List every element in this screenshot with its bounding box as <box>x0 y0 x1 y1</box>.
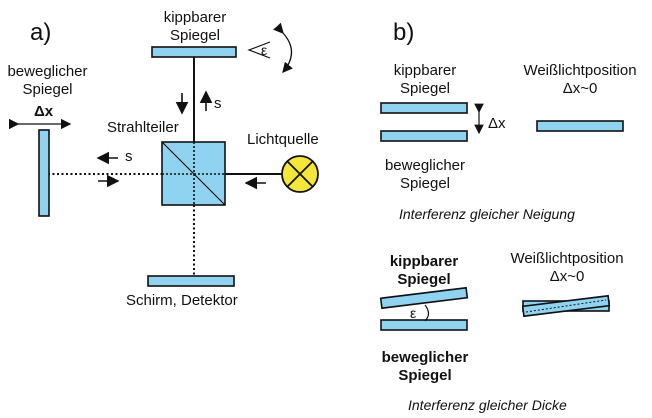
screen-label: Schirm, Detektor <box>126 292 238 309</box>
light-source-label: Lichtquelle <box>247 131 319 148</box>
b-bottom-white-light-line2: Δx~0 <box>549 268 585 285</box>
b-top-delta-x-label: Δx <box>488 115 506 132</box>
lamp-cross-2 <box>286 160 314 188</box>
b-bottom-caption: Interferenz gleicher Dicke <box>408 397 567 413</box>
b-bottom-tilt-mirror-line2: Spiegel <box>397 271 451 288</box>
b-bottom-movable-mirror-line1: beweglicher <box>381 349 469 366</box>
b-top-tilt-mirror-line1: kippbarer <box>393 62 457 79</box>
s-vertical-label: s <box>214 95 222 112</box>
epsilon-label: ε <box>261 42 268 58</box>
angle-icon <box>247 41 271 59</box>
tilt-mirror-label: kippbarer Spiegel <box>140 9 250 45</box>
beamsplitter-label: Strahlteiler <box>107 119 179 136</box>
b-bottom-movable-mirror <box>380 319 468 331</box>
b-bottom-white-light-label: Weißlichtposition Δx~0 <box>498 250 636 286</box>
b-top-movable-mirror-line2: Spiegel <box>399 175 451 192</box>
movable-mirror-label-line2: Spiegel <box>22 81 73 98</box>
screen-detector <box>147 275 235 287</box>
b-top-white-light-mirror <box>536 120 624 132</box>
b-top-white-light-line1: Weißlichtposition <box>523 62 637 79</box>
b-top-tilt-mirror-label: kippbarer Spiegel <box>373 62 477 98</box>
movable-mirror-label-line1: beweglicher <box>7 63 88 80</box>
b-top-caption: Interferenz gleicher Neigung <box>399 206 575 222</box>
b-bottom-angle-arc <box>424 304 430 322</box>
tilt-arc-arrow <box>273 22 293 73</box>
b-bottom-tilt-mirror-label: kippbarer Spiegel <box>371 253 477 289</box>
b-top-movable-mirror-line1: beweglicher <box>384 157 466 174</box>
b-bottom-crossing-dash <box>525 299 607 313</box>
beamsplitter-diagonal <box>161 141 226 206</box>
b-bottom-white-light-line1: Weißlichtposition <box>510 250 624 267</box>
movable-mirror <box>38 129 50 217</box>
b-top-white-light-line2: Δx~0 <box>562 80 598 97</box>
delta-x-label: Δx <box>34 103 54 120</box>
b-top-movable-mirror <box>380 130 468 142</box>
b-bottom-tilt-mirror <box>379 286 469 310</box>
b-bottom-movable-mirror-line2: Spiegel <box>398 367 452 384</box>
movable-mirror-label: beweglicher Spiegel <box>0 63 95 99</box>
b-top-tilt-mirror <box>380 102 468 114</box>
b-bottom-epsilon-label: ε <box>410 305 417 321</box>
b-top-tilt-mirror-line2: Spiegel <box>399 80 451 97</box>
panel-b-letter: b) <box>393 19 415 46</box>
b-bottom-movable-mirror-label: beweglicher Spiegel <box>366 349 484 385</box>
tilt-mirror-label-line1: kippbarer <box>163 9 227 26</box>
tilt-mirror <box>151 46 237 58</box>
tilt-mirror-label-line2: Spiegel <box>169 27 221 44</box>
b-top-white-light-label: Weißlichtposition Δx~0 <box>511 62 649 98</box>
b-bottom-tilt-mirror-line1: kippbarer <box>389 253 459 270</box>
b-top-movable-mirror-label: beweglicher Spiegel <box>366 157 484 193</box>
s-horizontal-label: s <box>125 148 133 165</box>
panel-a-letter: a) <box>30 19 52 46</box>
